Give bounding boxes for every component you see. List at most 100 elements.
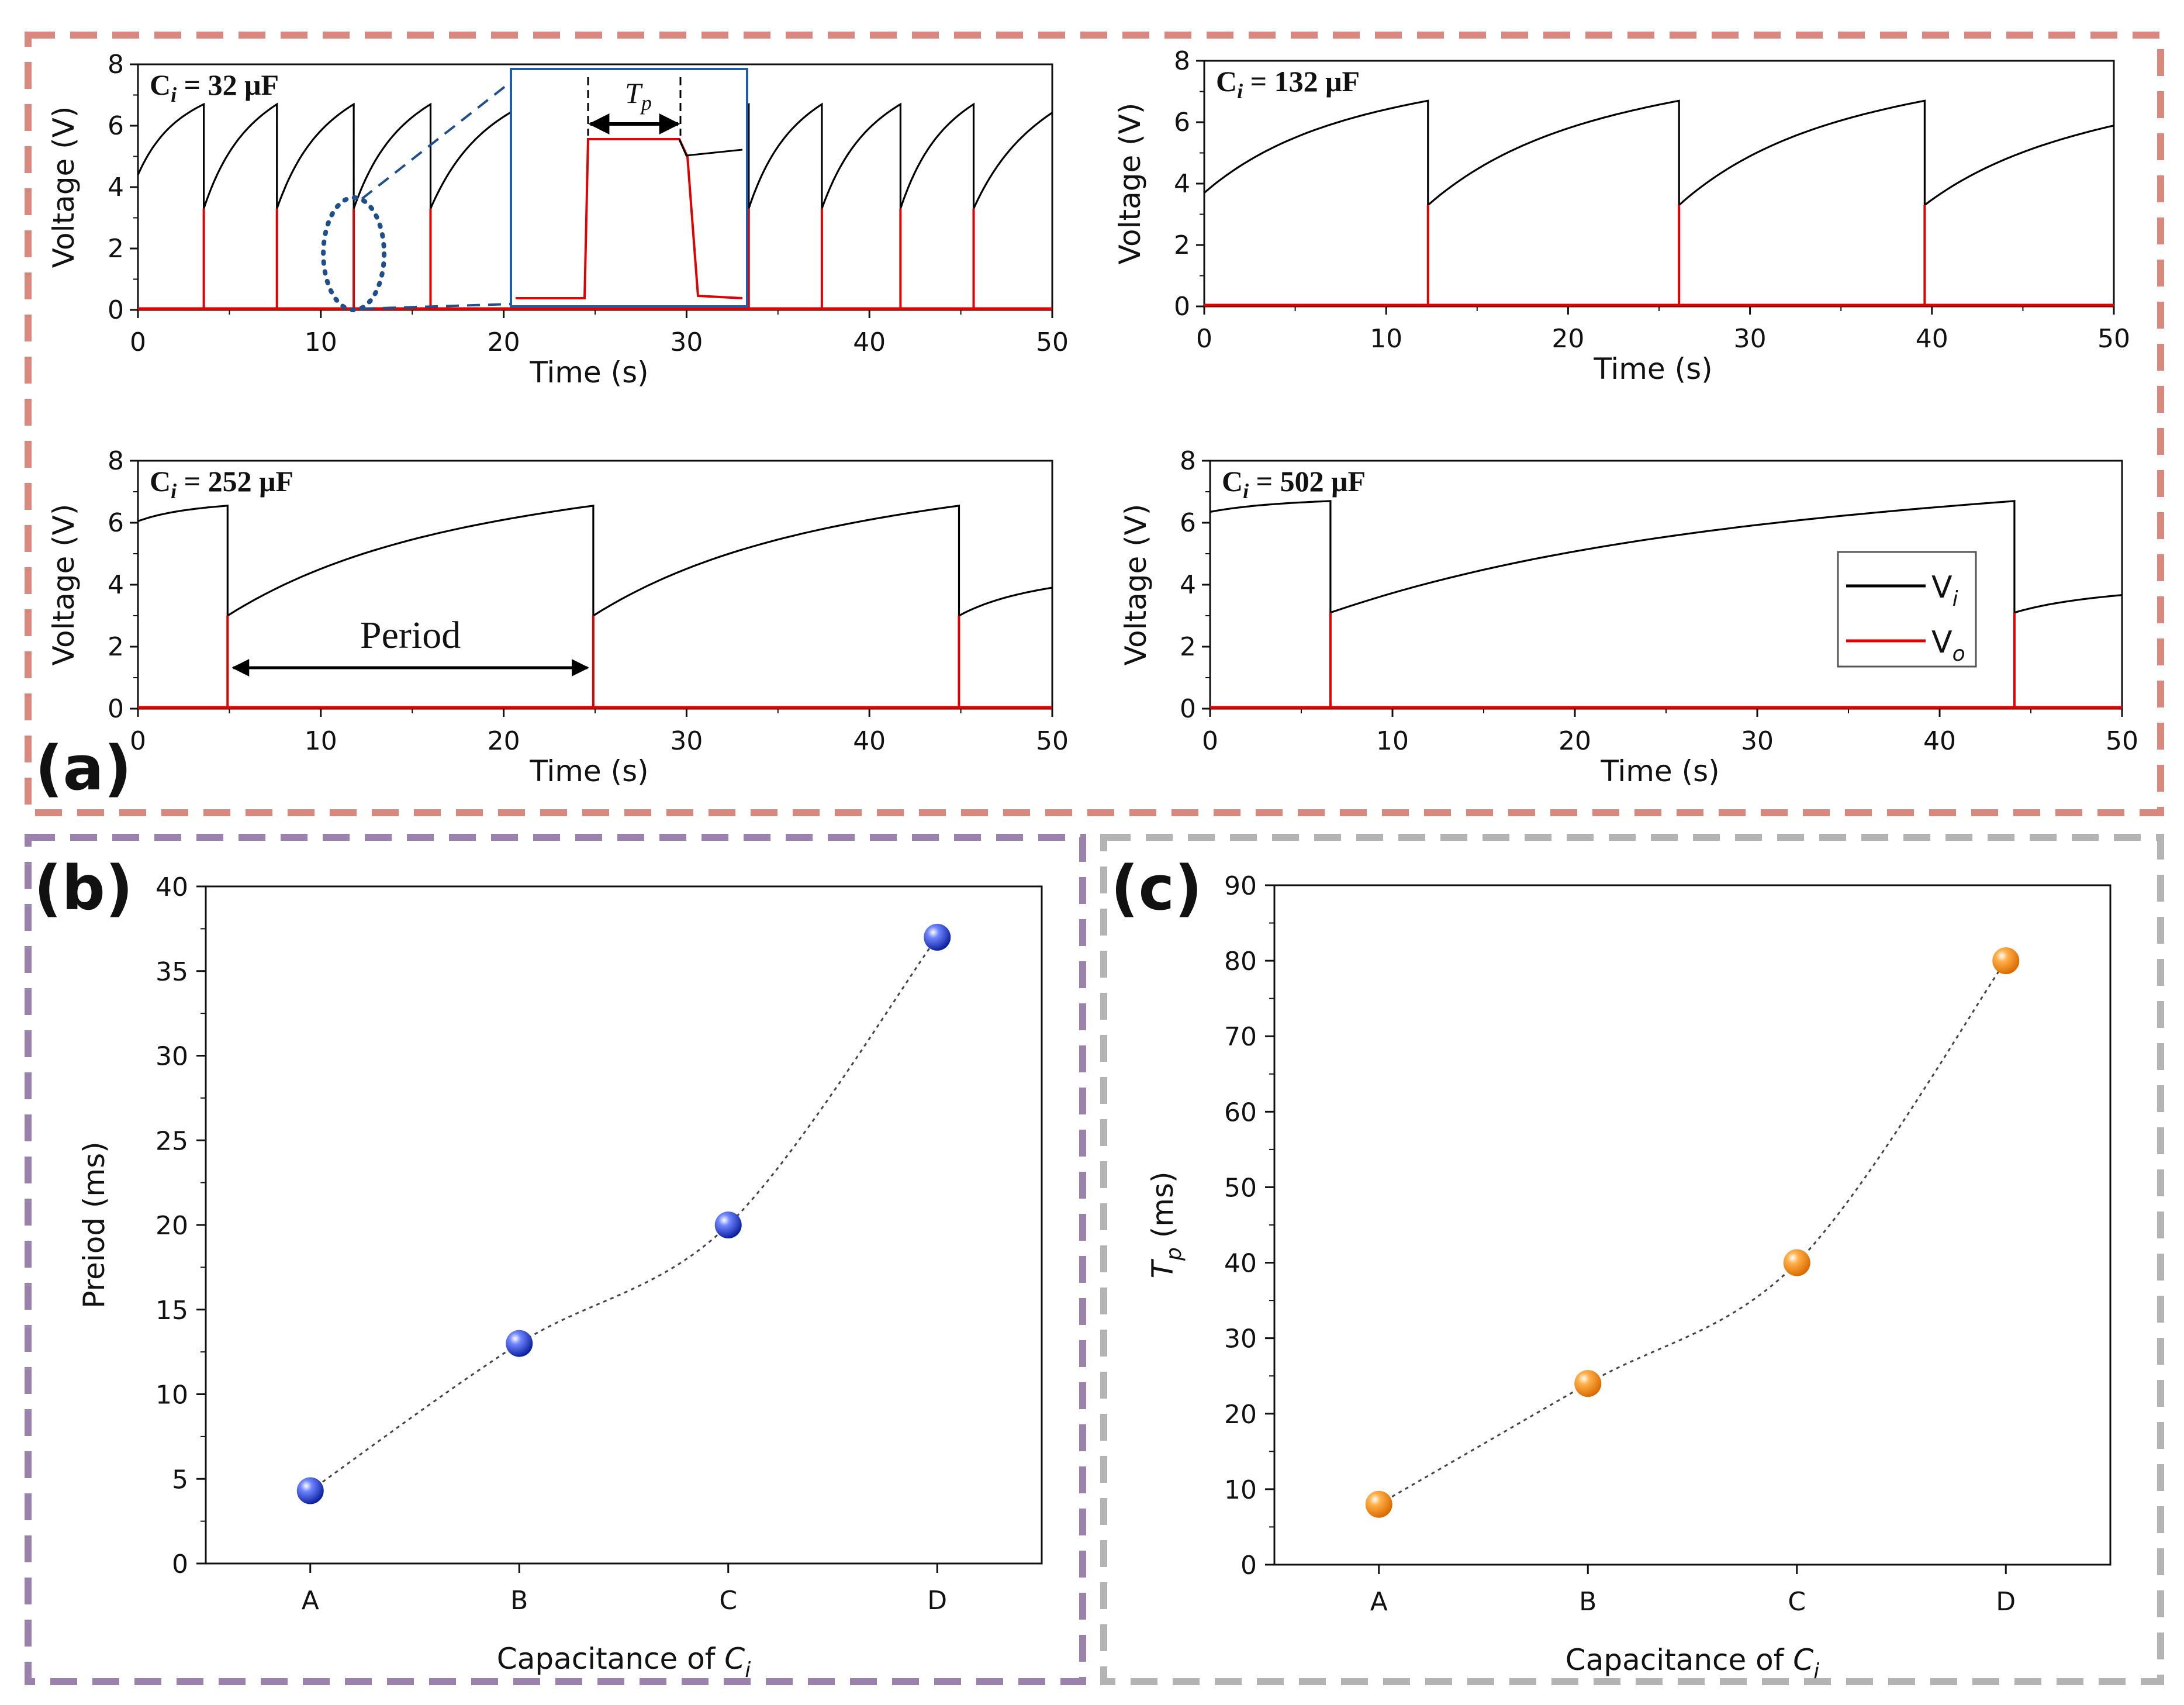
y-tick-label: 60 — [1224, 1097, 1257, 1127]
y-axis-title-sub: p — [1162, 1247, 1186, 1261]
x-axis-title: Time (s) — [529, 356, 648, 389]
y-tick-label: 6 — [1180, 508, 1196, 538]
x-axis-title-var: C — [1793, 1643, 1813, 1677]
x-tick-label: 20 — [1558, 726, 1591, 756]
trend-line — [309, 936, 938, 1492]
x-axis-title-text: Capacitance of — [497, 1642, 724, 1676]
ci-letter: C — [150, 465, 171, 498]
plot-a4-ci-502uf: 0 10 20 30 40 50 0 2 4 6 8 Time (s) Voltage (V) Ci = … — [1119, 446, 2138, 788]
y-tick-label: 40 — [155, 872, 188, 902]
vi-line — [137, 505, 1053, 617]
ci-subscript: i — [1243, 479, 1249, 503]
legend-entry-vo: Vo — [1931, 625, 1965, 666]
y-tick-label: 6 — [108, 111, 124, 141]
data-point-b — [506, 1330, 533, 1357]
y-tick-label: 2 — [1174, 230, 1190, 260]
data-point-d — [924, 923, 951, 951]
y-axis-title-var: T — [1146, 1259, 1180, 1279]
zoom-ellipse — [321, 195, 387, 312]
y-tick-label: 10 — [1224, 1475, 1257, 1505]
y-tick-label: 6 — [1174, 108, 1190, 137]
y-tick-label: 5 — [172, 1465, 188, 1495]
x-tick-label: 20 — [1551, 324, 1584, 354]
y-tick-label: 0 — [172, 1549, 188, 1579]
x-axis-title: Capacitance of Ci — [497, 1642, 751, 1682]
frame-a — [25, 32, 2164, 816]
y-tick-label: 2 — [108, 632, 124, 662]
x-tick-label: 30 — [1734, 324, 1767, 354]
data-point-a — [296, 1477, 324, 1504]
y-axis-title-unit: (ms) — [1146, 1171, 1180, 1247]
x-tick-label: 50 — [2106, 726, 2138, 756]
x-axis-title: Time (s) — [1600, 754, 1719, 788]
x-tick-label: 20 — [488, 726, 520, 756]
legend-entry-vi: Vi — [1931, 570, 1958, 611]
y-axis-title: Tp (ms) — [1146, 1171, 1186, 1278]
vi-line — [1210, 500, 2123, 614]
y-tick-label: 0 — [108, 694, 124, 724]
y-tick-label: 20 — [1224, 1400, 1257, 1430]
plot-a3-ci-252uf: 0 10 20 30 40 50 0 2 4 6 8 Time (s) Voltage (V) Ci = … — [47, 446, 1069, 788]
ci-annotation: Ci = 252 μF — [150, 465, 293, 503]
plot-a2-ci-132uf: 0 10 20 30 40 50 0 2 4 6 8 Time (s) Voltage (V) Ci = … — [1113, 46, 2130, 386]
y-tick-label: 20 — [155, 1211, 188, 1241]
panel-label-a: (a) — [35, 733, 132, 804]
y-tick-label: 8 — [108, 50, 124, 80]
ci-value: = 252 μF — [177, 465, 293, 498]
category-label: C — [719, 1586, 737, 1616]
plot-frame — [1273, 884, 2112, 1566]
legend-letter: V — [1931, 625, 1953, 660]
x-axis-title-text: Capacitance of — [1566, 1643, 1793, 1677]
x-axis-title: Time (s) — [529, 754, 648, 788]
y-tick-label: 50 — [1224, 1173, 1257, 1203]
tp-letter: T — [625, 77, 643, 109]
y-tick-label: 80 — [1224, 947, 1257, 976]
inset-vi-line — [678, 139, 743, 157]
ci-value: = 502 μF — [1249, 465, 1366, 498]
x-tick-label: 0 — [1196, 324, 1212, 354]
ci-subscript: i — [171, 83, 177, 106]
x-tick-label: 10 — [305, 726, 337, 756]
category-label: A — [1370, 1587, 1388, 1617]
legend-box — [1837, 551, 1977, 668]
y-tick-label: 35 — [155, 957, 188, 987]
category-label: A — [302, 1586, 319, 1616]
plot-a1-ci-32uf: 0 10 20 30 40 50 0 2 4 6 8 Time (s) Voltage (V) Ci = … — [47, 50, 1069, 389]
y-tick-label: 10 — [155, 1380, 188, 1410]
plot-frame — [137, 460, 1053, 710]
y-tick-label: 70 — [1224, 1022, 1257, 1052]
panel-label-c: (c) — [1111, 852, 1202, 924]
y-tick-label: 2 — [1180, 632, 1196, 662]
x-tick-label: 30 — [670, 327, 703, 357]
category-label: C — [1788, 1587, 1806, 1617]
category-label: B — [510, 1586, 528, 1616]
x-tick-label: 40 — [853, 726, 886, 756]
y-tick-label: 4 — [1180, 570, 1196, 600]
y-tick-label: 0 — [1180, 694, 1196, 724]
ci-value: = 32 μF — [177, 68, 279, 101]
y-tick-label: 30 — [155, 1042, 188, 1072]
tp-subscript: p — [640, 91, 652, 115]
plot-frame — [1209, 460, 2123, 710]
x-tick-label: 10 — [305, 327, 337, 357]
y-tick-label: 40 — [1224, 1249, 1257, 1279]
legend-letter: V — [1931, 570, 1953, 605]
y-axis-title: Voltage (V) — [1119, 504, 1153, 666]
ci-value: = 132 μF — [1243, 65, 1360, 98]
y-tick-label: 0 — [1174, 292, 1190, 322]
x-tick-label: 50 — [2097, 324, 2130, 354]
x-axis-title-sub: i — [1813, 1659, 1819, 1683]
data-point-a — [1365, 1490, 1392, 1518]
data-point-c — [714, 1212, 742, 1238]
x-tick-label: 50 — [1036, 327, 1069, 357]
zoom-connector — [362, 303, 512, 310]
y-tick-label: 90 — [1224, 871, 1257, 901]
y-tick-label: 8 — [1174, 46, 1190, 76]
x-tick-label: 30 — [1741, 726, 1774, 756]
y-tick-label: 4 — [108, 172, 124, 202]
x-tick-label: 50 — [1036, 726, 1069, 756]
y-tick-label: 4 — [1174, 169, 1190, 199]
inset-box — [510, 68, 748, 308]
plot-c-tp: 0 10 20 30 40 50 60 70 80 90 A B C D Capacitance of Ci… — [1146, 871, 2112, 1683]
y-tick-label: 30 — [1224, 1324, 1257, 1354]
